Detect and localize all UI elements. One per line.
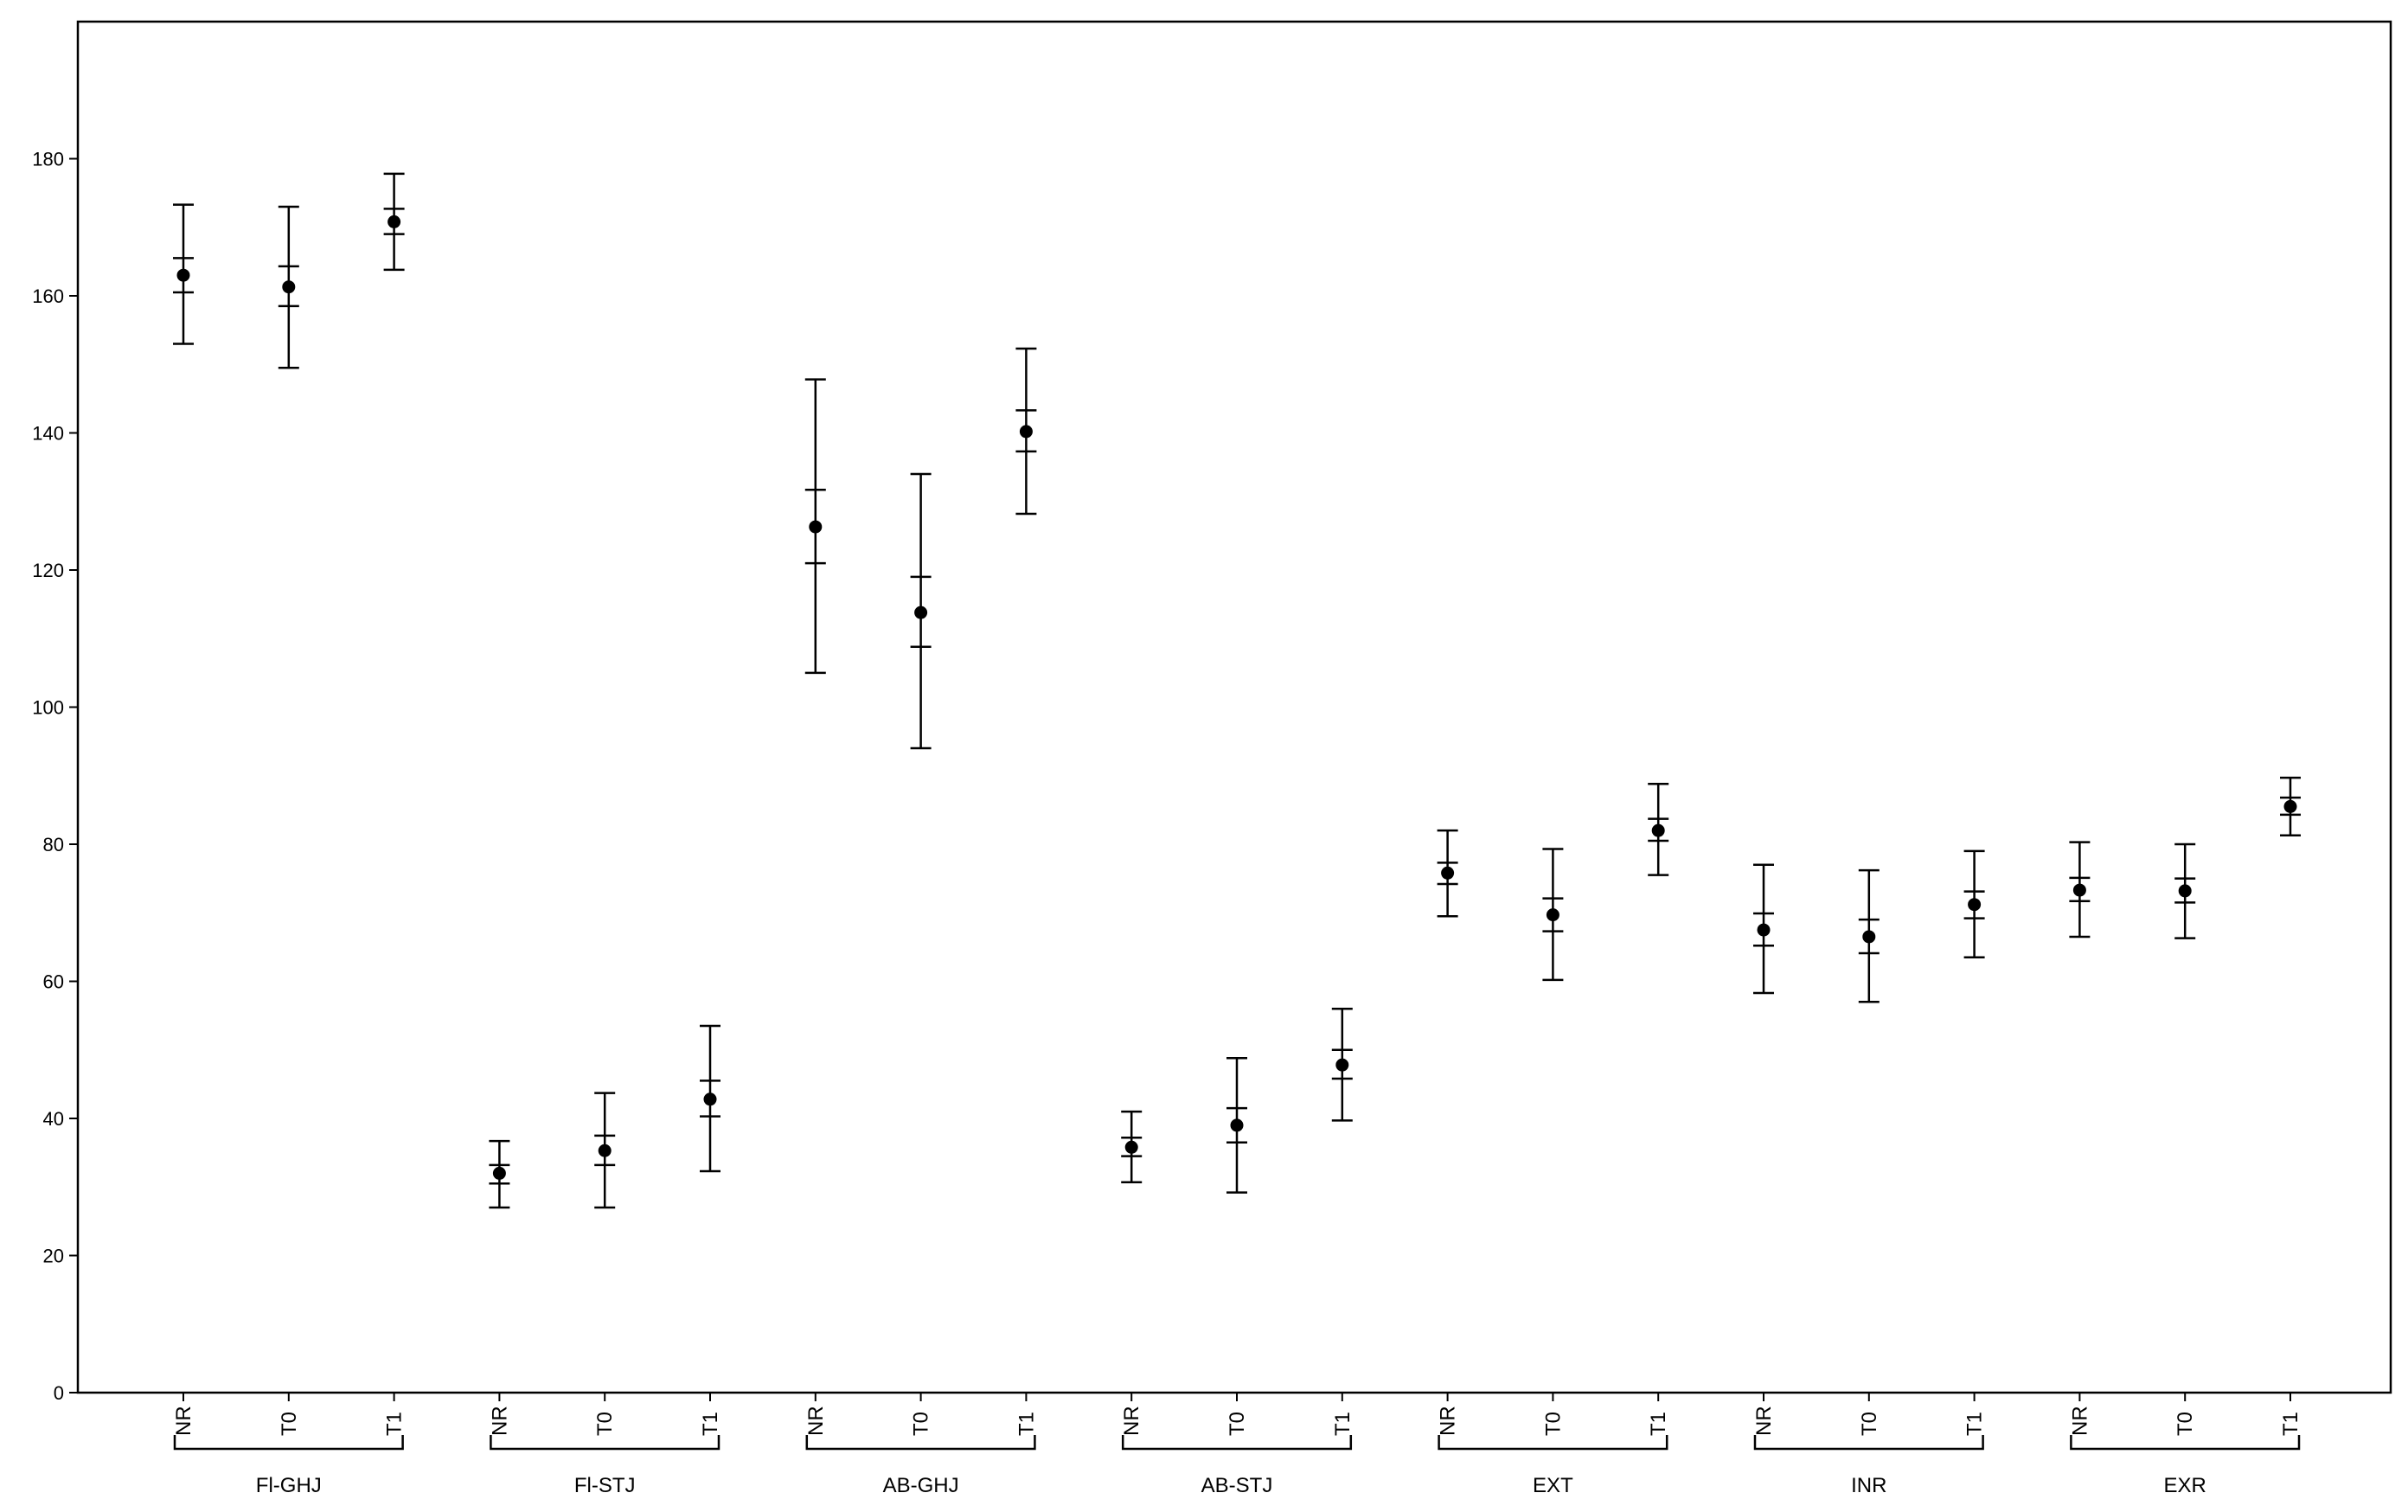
group-bracket [1753,1435,1984,1451]
x-category-label: T0 [910,1412,933,1436]
mean-point [492,1166,506,1180]
mean-point [1651,823,1665,837]
x-category-label: T1 [1331,1412,1354,1436]
mean-point [387,215,401,228]
y-tick-label: 80 [43,834,64,855]
group-label: AB-GHJ [883,1474,959,1497]
group-label: AB-STJ [1201,1474,1273,1497]
x-category-label: NR [488,1406,511,1436]
mean-point [1546,908,1559,922]
group-label: EXT [1533,1474,1573,1497]
group-bracket [173,1435,404,1451]
x-category-label: T0 [1226,1412,1249,1436]
x-category-label: T1 [1015,1412,1038,1436]
mean-point [1019,425,1033,439]
y-tick-label: 40 [43,1108,64,1130]
x-category-label: T0 [2174,1412,2197,1436]
y-tick-label: 60 [43,971,64,993]
y-tick-label: 140 [32,423,64,445]
y-tick-label: 100 [32,697,64,719]
mean-point [2072,883,2086,897]
data-marks [173,172,2301,1209]
x-category-label: T1 [383,1412,407,1436]
mean-point [914,605,928,619]
y-axis: 0 20 40 60 80 100 120 140 160 180 [32,149,78,1404]
group-bracket [2070,1435,2301,1451]
x-category-label: T1 [2279,1412,2302,1436]
y-tick-label: 120 [32,560,64,581]
x-category-label: T1 [1647,1412,1670,1436]
x-category-label: T0 [278,1412,301,1436]
mean-point [2283,799,2297,813]
mean-point [1862,930,1876,944]
mean-point [1968,898,1982,912]
x-category-label: NR [172,1406,195,1436]
x-category-label: NR [1752,1406,1776,1436]
mean-point [1335,1058,1349,1072]
mean-point [598,1144,612,1157]
mean-point [1441,866,1455,880]
y-tick-label: 180 [32,149,64,170]
mean-point [176,268,190,282]
group-label: INR [1851,1474,1886,1497]
group-label: Fl-STJ [574,1474,636,1497]
x-category-label: T0 [1858,1412,1881,1436]
group-bracket [1121,1435,1353,1451]
mean-point [1757,923,1771,937]
mean-point [1124,1140,1138,1154]
group-bracket [490,1435,720,1451]
mean-point [809,520,823,534]
mean-point [1230,1118,1244,1132]
group-bracket [1438,1435,1668,1451]
x-axis: NR T0 T1 Fl-GHJ NR T0 T1 Fl-STJ NR T0 T1 AB-GHJ NR T0… [172,1393,2302,1497]
x-category-label: T1 [1963,1412,1987,1436]
x-category-label: T0 [1541,1412,1565,1436]
mean-point [2178,884,2192,898]
x-category-label: NR [804,1406,828,1436]
plot-frame [76,20,2392,1394]
y-tick-label: 20 [43,1246,64,1267]
x-category-label: T0 [593,1412,617,1436]
group-label: Fl-GHJ [256,1474,322,1497]
mean-point [703,1092,717,1106]
group-bracket [805,1435,1036,1451]
x-category-label: NR [1120,1406,1143,1436]
x-category-label: NR [1437,1406,1460,1436]
y-tick-label: 160 [32,285,64,307]
mean-point [282,280,296,294]
y-tick-label: 0 [54,1382,64,1404]
x-category-label: NR [2068,1406,2091,1436]
x-category-label: T1 [699,1412,722,1436]
group-label: EXR [2164,1474,2206,1497]
